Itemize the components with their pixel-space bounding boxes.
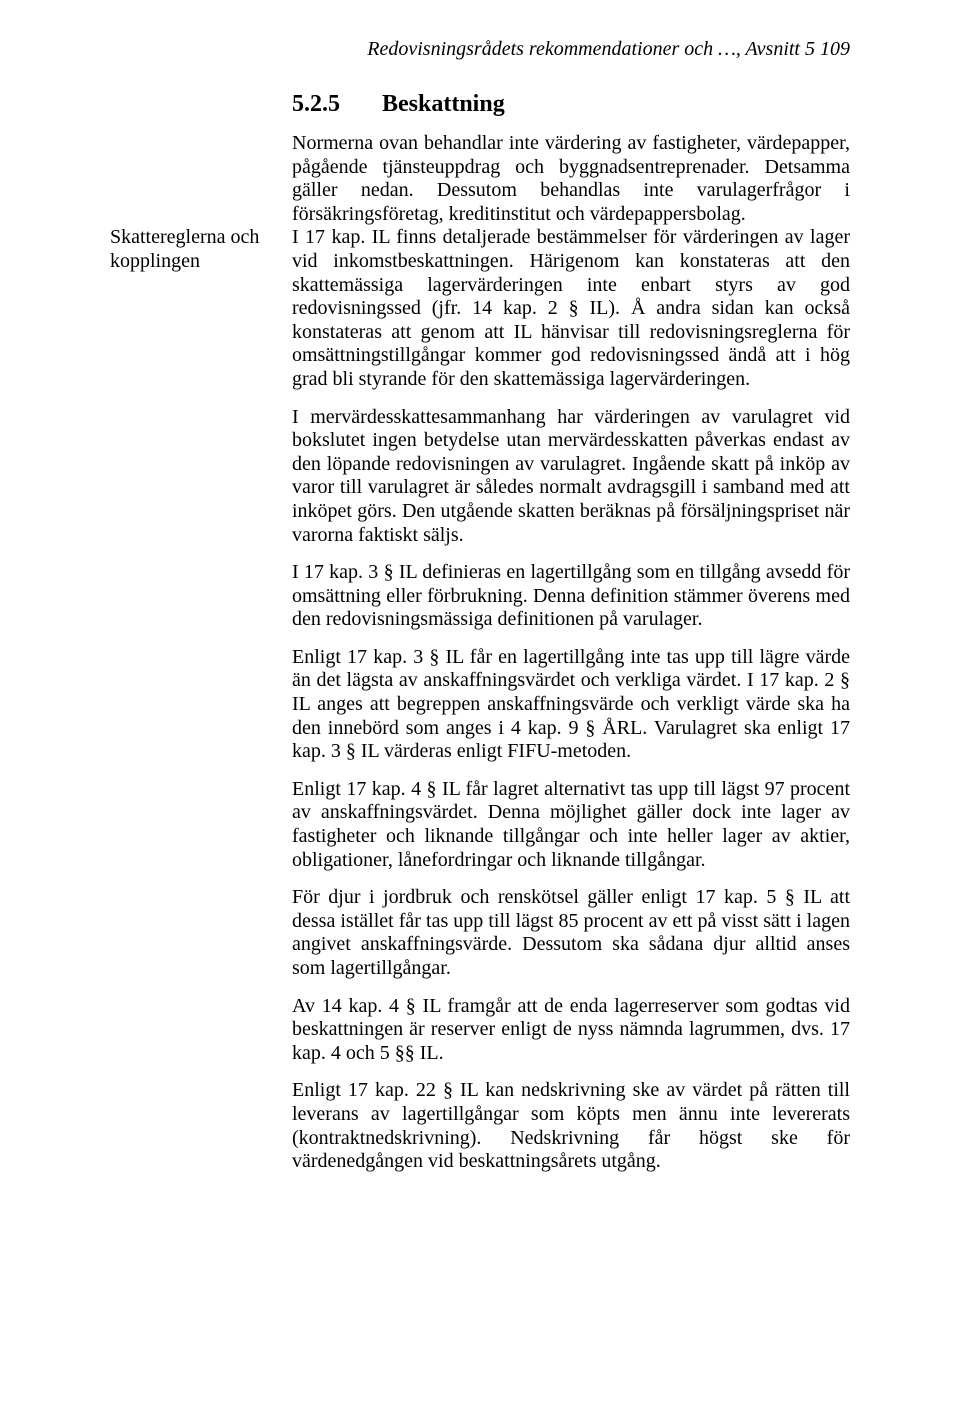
margin-note-col: Skattereglerna och kopplingen: [110, 226, 292, 1173]
paragraph: I 17 kap. IL finns detaljerade bestämmel…: [292, 226, 850, 391]
paragraph: I 17 kap. 3 § IL definieras en lagertill…: [292, 561, 850, 632]
paragraph: För djur i jordbruk och renskötsel gälle…: [292, 886, 850, 980]
running-header: Redovisningsrådets rekommendationer och …: [110, 38, 850, 61]
paragraph: I mervärdesskattesammanhang har värderin…: [292, 406, 850, 548]
paragraph: Enligt 17 kap. 3 § IL får en lagertillgå…: [292, 646, 850, 764]
paragraph: Av 14 kap. 4 § IL framgår att de enda la…: [292, 995, 850, 1066]
section-heading: 5.2.5 Beskattning: [292, 91, 850, 118]
paragraph: Normerna ovan behandlar inte värdering a…: [292, 132, 850, 226]
content-grid: Normerna ovan behandlar inte värdering a…: [110, 132, 850, 1174]
body-block-2: I 17 kap. IL finns detaljerade bestämmel…: [292, 226, 850, 1173]
margin-empty-1: [110, 132, 292, 226]
section-number: 5.2.5: [292, 91, 382, 118]
paragraph: Enligt 17 kap. 22 § IL kan nedskrivning …: [292, 1079, 850, 1173]
paragraph: Enligt 17 kap. 4 § IL får lagret alterna…: [292, 778, 850, 872]
section-title: Beskattning: [382, 91, 505, 118]
document-page: Redovisningsrådets rekommendationer och …: [0, 0, 960, 1426]
body-block-1: Normerna ovan behandlar inte värdering a…: [292, 132, 850, 226]
margin-note: Skattereglerna och kopplingen: [110, 226, 292, 273]
